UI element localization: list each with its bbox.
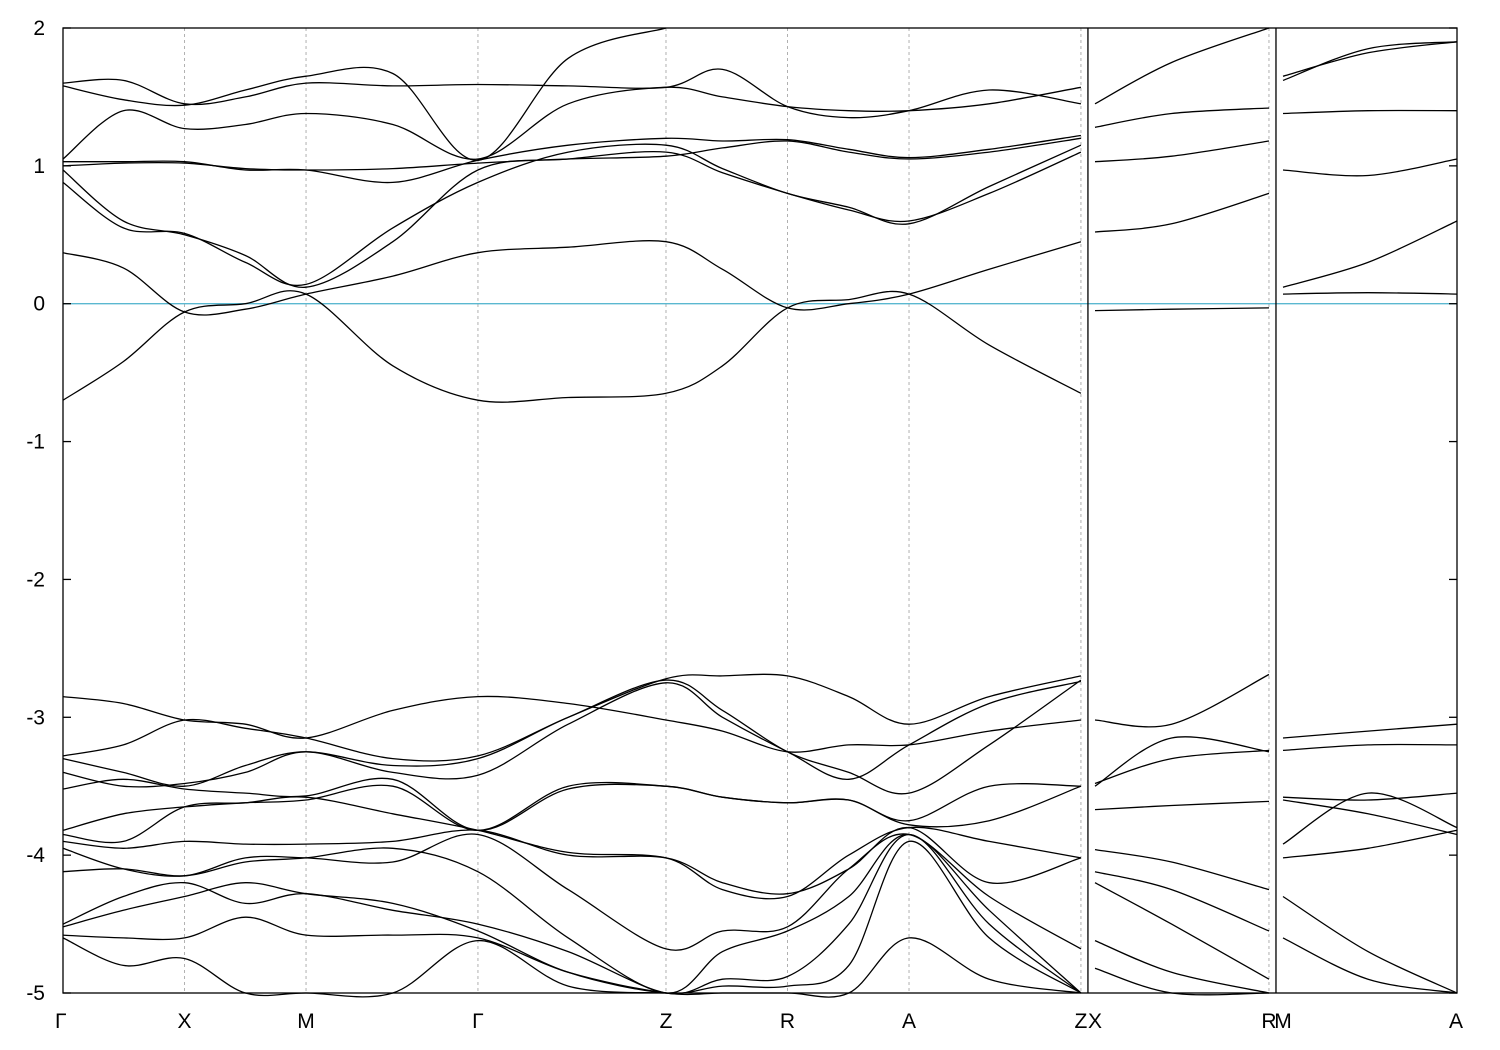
band-line [1094,848,1270,891]
band-line [62,695,1081,753]
x-kpoint-label: Z [660,1010,673,1033]
y-tick-label: -1 [26,431,45,454]
band-line [1094,192,1270,233]
band-line [62,68,1081,119]
band-line [62,937,667,998]
band-line [62,27,667,161]
y-tick-label: -3 [26,706,45,729]
y-tick-label: 2 [33,17,45,40]
band-line [1282,792,1458,845]
band-line [1282,792,1458,801]
path-break-lines [1087,28,1277,993]
x-kpoint-label: X [1088,1010,1102,1033]
kpoint-gridlines [184,28,1270,993]
band-line [1282,723,1458,739]
band-line [1282,937,1458,994]
x-kpoint-label: R [780,1010,795,1033]
band-line [1282,743,1458,752]
band-line [62,86,1082,160]
band-line [62,680,1082,788]
band-line [1094,140,1270,163]
band-line [1094,307,1270,312]
band-line [1282,829,1458,859]
band-line [62,916,1081,998]
band-line [63,134,1081,184]
x-kpoint-label: Z [1075,1010,1088,1033]
band-line [1094,673,1270,728]
band-line [1094,800,1270,811]
x-kpoint-label: Γ [55,1010,67,1033]
x-kpoint-label: R [1261,1010,1276,1033]
band-line [62,143,1082,287]
band-line [1282,220,1458,288]
y-tick-label: 0 [33,293,45,316]
band-line [1282,109,1458,115]
band-line [1094,749,1270,785]
y-tick-label: -4 [26,844,45,867]
x-kpoint-label: A [1449,1010,1463,1033]
band-line [62,826,1082,895]
band-line [62,240,1082,316]
band-line [62,777,1082,831]
band-line [62,679,1082,795]
band-line [1282,158,1458,177]
band-line [1282,41,1458,77]
band-line [1094,871,1270,932]
x-kpoint-label: Γ [472,1010,484,1033]
x-axis-kpoint-labels: Γ X M Γ Z R A Z X RM A [55,1010,1463,1033]
plot-frame [62,27,1458,994]
x-kpoint-label: A [902,1010,916,1033]
band-line [62,290,1082,403]
x-kpoint-label: M [297,1010,315,1033]
band-line [1094,27,1270,105]
y-tick-label: 1 [33,155,45,178]
y-axis-ticks [63,27,1457,994]
band-line [1282,292,1458,295]
y-tick-label: -2 [26,568,45,591]
band-line [62,796,1082,900]
band-line [1282,41,1458,82]
band-lines [62,27,1458,998]
band-line [1094,940,1270,994]
y-axis-tick-labels: 2 1 0 -1 -2 -3 -4 -5 [26,17,45,1005]
x-kpoint-label: X [178,1010,192,1033]
band-line [1282,799,1458,836]
band-line [62,781,1081,831]
band-line [1094,736,1270,787]
band-line [1094,882,1270,980]
y-tick-label: -5 [26,982,45,1005]
band-line [1282,895,1458,994]
x-kpoint-label: M [1274,1010,1292,1033]
band-line [62,833,1082,995]
band-line [1094,107,1270,128]
